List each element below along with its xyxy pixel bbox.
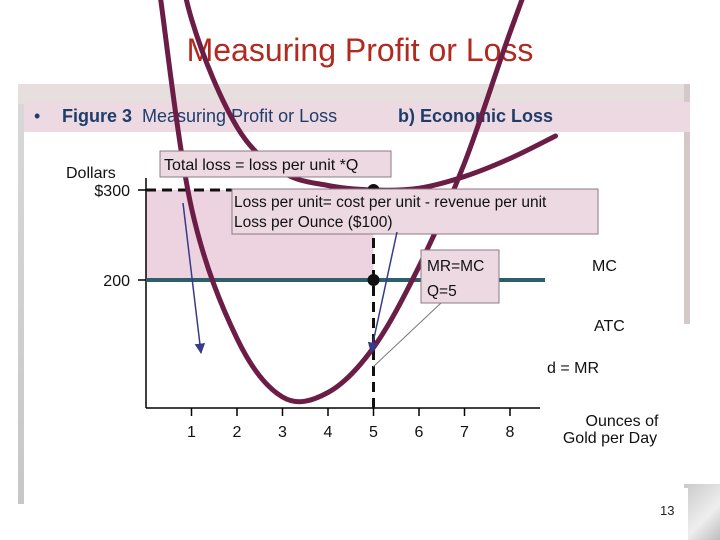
loss-per-unit-label-line1: Loss per unit= cost per unit - revenue p…: [234, 194, 547, 211]
page-number: 13: [660, 503, 675, 518]
left-decor-strip: [18, 84, 24, 504]
right-decor-strip: [684, 84, 690, 324]
x-tick-label: 7: [460, 424, 469, 441]
y-tick-label: $300: [94, 183, 130, 200]
total-loss-label: Total loss = loss per unit *Q: [164, 157, 358, 174]
x-tick-label: 4: [324, 424, 333, 441]
total-loss-arrow: [182, 202, 206, 355]
mr-mc-label-line1: MR=MC: [427, 258, 484, 275]
x-tick-label: 1: [187, 424, 196, 441]
mr-mc-callout-box: [420, 249, 500, 304]
y-tick-label: 200: [103, 273, 130, 290]
x-axis-title-line1: Ounces of: [586, 413, 659, 430]
mr-mc-label-line2: Q=5: [427, 283, 457, 300]
figure-label: Figure 3: [62, 106, 133, 126]
y-axis-title: Dollars: [66, 165, 116, 182]
header-bullet: •: [34, 106, 41, 126]
x-tick-label: 2: [233, 424, 242, 441]
x-tick-label: 8: [506, 424, 515, 441]
atc-curve-label: ATC: [594, 318, 625, 335]
atc-curve: [183, 0, 558, 193]
chart-point: [367, 274, 380, 286]
loss-per-unit-label-line2: Loss per Ounce ($100): [234, 214, 393, 231]
figure-header-bar: [24, 102, 690, 132]
loss-per-unit-arrow: [367, 231, 398, 354]
total-loss-callout-box: [159, 150, 392, 178]
slide-title: Measuring Profit or Loss: [186, 32, 534, 68]
mc-curve-label: MC: [592, 258, 617, 275]
x-tick-label: 3: [278, 424, 287, 441]
page-number-box: [632, 488, 688, 540]
panel-title: b) Economic Loss: [398, 106, 554, 126]
mr-mc-pointer: [372, 302, 442, 368]
x-tick-label: 6: [415, 424, 424, 441]
x-tick-label: 5: [369, 424, 378, 441]
loss-per-unit-callout-box: [231, 188, 599, 235]
demand-mr-label: d = MR: [547, 360, 599, 377]
x-axis-title-line2: Gold per Day: [563, 430, 657, 447]
mc-curve: [158, 0, 525, 405]
figure-title: Measuring Profit or Loss: [142, 106, 338, 126]
top-decor-band: [18, 84, 690, 104]
figure-caption: Figure 3 Measuring Profit or Loss: [62, 106, 337, 127]
corner-decoration: [684, 484, 720, 540]
